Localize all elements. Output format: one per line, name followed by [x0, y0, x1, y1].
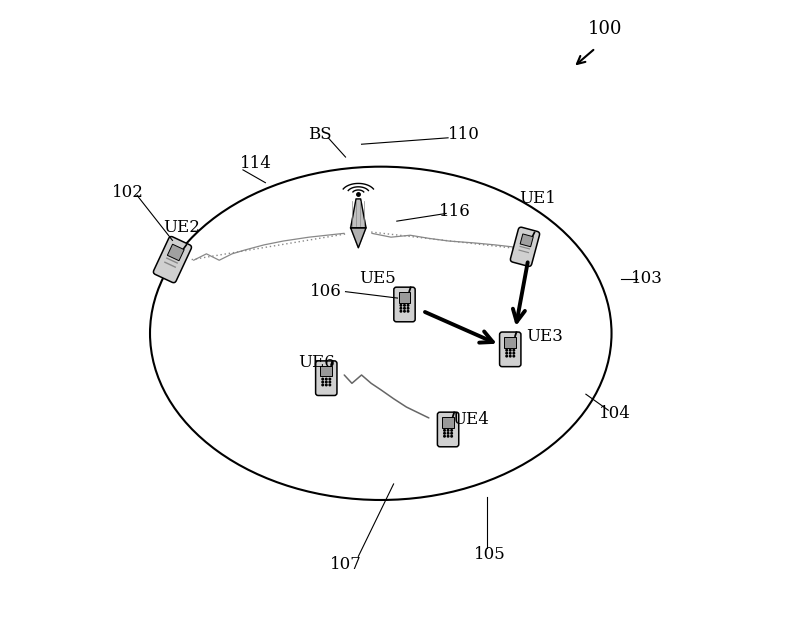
Circle shape: [407, 308, 409, 309]
Circle shape: [400, 308, 402, 309]
Bar: [166, 257, 178, 264]
Bar: [505, 337, 516, 347]
FancyBboxPatch shape: [154, 237, 191, 283]
Circle shape: [513, 353, 514, 354]
Circle shape: [400, 304, 402, 306]
Ellipse shape: [150, 167, 611, 500]
Text: BS: BS: [308, 126, 332, 143]
Text: UE2: UE2: [164, 219, 201, 236]
Circle shape: [447, 433, 449, 434]
Text: UE3: UE3: [526, 328, 562, 345]
Text: 116: 116: [438, 203, 470, 220]
FancyBboxPatch shape: [510, 227, 539, 267]
Bar: [520, 234, 534, 247]
Circle shape: [506, 349, 507, 351]
Circle shape: [510, 349, 511, 351]
Bar: [519, 246, 530, 249]
Circle shape: [510, 355, 511, 357]
Circle shape: [322, 378, 323, 380]
Bar: [167, 244, 184, 261]
Text: 105: 105: [474, 546, 506, 563]
Circle shape: [326, 378, 327, 380]
Circle shape: [400, 310, 402, 312]
Bar: [398, 292, 410, 303]
Circle shape: [329, 378, 330, 380]
Bar: [164, 262, 176, 268]
Bar: [321, 366, 332, 376]
FancyBboxPatch shape: [499, 332, 521, 367]
Text: 110: 110: [448, 126, 480, 143]
Circle shape: [506, 355, 507, 357]
Text: 104: 104: [598, 405, 630, 422]
Circle shape: [444, 429, 446, 431]
Circle shape: [404, 304, 406, 306]
Circle shape: [513, 355, 514, 357]
Circle shape: [326, 381, 327, 383]
Text: UE4: UE4: [452, 412, 489, 428]
Text: 107: 107: [330, 556, 362, 572]
Circle shape: [444, 435, 446, 437]
Circle shape: [407, 310, 409, 312]
Polygon shape: [350, 199, 366, 228]
FancyBboxPatch shape: [438, 412, 458, 447]
Circle shape: [326, 384, 327, 386]
Circle shape: [322, 384, 323, 386]
Circle shape: [451, 435, 453, 437]
Circle shape: [404, 308, 406, 309]
Text: UE5: UE5: [359, 271, 396, 287]
Text: 102: 102: [112, 184, 143, 201]
Bar: [518, 249, 529, 253]
Text: UE6: UE6: [298, 354, 335, 370]
Text: 114: 114: [240, 155, 272, 172]
Circle shape: [447, 429, 449, 431]
Circle shape: [451, 433, 453, 434]
Text: UE1: UE1: [519, 190, 556, 207]
Text: 103: 103: [631, 271, 662, 287]
Text: 100: 100: [588, 20, 622, 38]
Circle shape: [329, 381, 330, 383]
Circle shape: [444, 433, 446, 434]
Text: 106: 106: [310, 283, 342, 300]
Polygon shape: [350, 228, 366, 248]
Circle shape: [510, 353, 511, 354]
Circle shape: [451, 429, 453, 431]
Bar: [442, 417, 454, 428]
Circle shape: [404, 310, 406, 312]
Circle shape: [322, 381, 323, 383]
Circle shape: [407, 304, 409, 306]
Circle shape: [447, 435, 449, 437]
Circle shape: [329, 384, 330, 386]
Circle shape: [513, 349, 514, 351]
FancyBboxPatch shape: [394, 287, 415, 322]
Circle shape: [506, 353, 507, 354]
FancyBboxPatch shape: [316, 361, 337, 395]
